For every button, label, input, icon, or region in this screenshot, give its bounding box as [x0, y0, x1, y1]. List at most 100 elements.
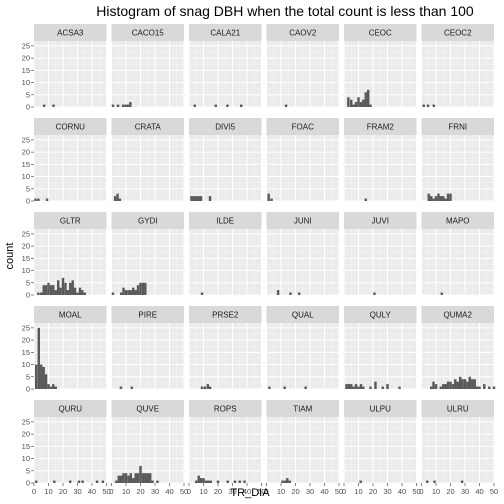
facet-strip-label: QULY [370, 311, 392, 320]
histogram-bar [40, 364, 43, 389]
histogram-bar [434, 384, 438, 389]
x-tick-label: 30 [228, 487, 236, 496]
y-tick-label: 5 [26, 184, 30, 193]
histogram-bar [243, 480, 246, 483]
y-tick-label: 0 [26, 103, 30, 112]
histogram-bar [471, 379, 474, 389]
histogram-bar [54, 290, 57, 295]
facet-strip [34, 306, 107, 323]
x-tick-label: 0 [187, 487, 191, 496]
histogram-bar [374, 381, 377, 389]
histogram-bar [444, 198, 447, 201]
facet-panel-crata: CRATA [111, 118, 185, 202]
histogram-bar [289, 292, 292, 295]
facet-strip-label: ILDE [216, 217, 234, 226]
facet-panel-ilde: ILDE [188, 212, 262, 296]
facet-strip [189, 24, 262, 41]
histogram-bar [364, 92, 367, 107]
histogram-bar [144, 282, 147, 295]
histogram-bar [66, 290, 69, 295]
histogram-bar [451, 384, 455, 389]
x-tick-label: 40 [88, 487, 96, 496]
histogram-bar [454, 379, 457, 389]
histogram-bar [193, 104, 197, 107]
histogram-bar [267, 193, 270, 201]
histogram-bar [449, 381, 452, 389]
histogram-bar [78, 287, 82, 295]
y-tick-label: 0 [26, 291, 30, 300]
histogram-bar [44, 374, 48, 389]
y-tick-label: 15 [22, 348, 30, 357]
facet-panel-cala21: CALA21 [188, 24, 262, 108]
histogram-bar [34, 364, 38, 389]
histogram-bar [281, 480, 284, 483]
histogram-bar [440, 292, 444, 295]
facet-panel-qual: QUAL [266, 306, 340, 390]
chart-title: Histogram of snag DBH when the total cou… [96, 3, 474, 19]
histogram-bar [42, 285, 45, 295]
facet-grid: ACSA3 0 5 10 15 20 25 CACO15 CALA21 CAOV2 CEOC CEOC… [22, 24, 498, 496]
facet-strip-label: ULPU [370, 405, 392, 414]
y-tick-label: 10 [22, 454, 30, 463]
histogram-bar [71, 280, 74, 295]
x-tick-label: 40 [398, 487, 406, 496]
histogram-bar [49, 386, 53, 389]
y-tick-label: 0 [26, 197, 30, 206]
histogram-bar [199, 196, 203, 201]
facet-strip-label: CEOC2 [444, 29, 472, 38]
histogram-bar [386, 384, 389, 389]
facet-panel-juni: JUNI [266, 212, 340, 296]
x-tick-label: 0 [109, 487, 113, 496]
histogram-bar [426, 480, 429, 483]
histogram-bar [466, 381, 469, 389]
x-tick-label: 20 [369, 487, 377, 496]
histogram-bar [120, 292, 123, 295]
facet-strip-label: MAPO [446, 217, 470, 226]
y-tick-label: 5 [26, 278, 30, 287]
y-tick-label: 10 [22, 78, 30, 87]
x-tick-label: 30 [461, 487, 469, 496]
histogram-bar [381, 386, 384, 389]
histogram-bar [354, 102, 358, 107]
facet-strip-label: QURU [58, 405, 82, 414]
histogram-bar [37, 292, 40, 295]
x-tick-label: 30 [306, 487, 314, 496]
facet-strip [421, 306, 494, 323]
y-tick-label: 25 [22, 135, 30, 144]
facet-panel-cornu: CORNU 0 5 10 15 20 25 [22, 118, 107, 206]
histogram-bar [42, 104, 46, 107]
facet-strip-label: TIAM [293, 405, 312, 414]
histogram-bar [132, 287, 135, 295]
x-tick-label: 0 [32, 487, 36, 496]
facet-panel-rops: ROPS 0 10 20 30 40 50 [187, 400, 266, 496]
histogram-bar [208, 196, 212, 201]
facet-strip-label: JUNI [294, 217, 312, 226]
histogram-bar [42, 367, 45, 389]
histogram-bar [398, 386, 401, 389]
histogram-bar [373, 292, 376, 295]
x-tick-label: 0 [419, 487, 423, 496]
histogram-bar [69, 282, 72, 295]
histogram-bar [208, 386, 212, 389]
x-tick-label: 40 [320, 487, 328, 496]
histogram-bar [124, 104, 127, 107]
histogram-bar [149, 473, 152, 483]
y-tick-label: 5 [26, 466, 30, 475]
histogram-bar [226, 104, 229, 107]
histogram-bar [352, 386, 355, 389]
facet-strip-label: MOAL [59, 311, 82, 320]
histogram-bar [233, 480, 237, 483]
facet-strip-label: QUAL [292, 311, 314, 320]
facet-strip-label: PIRE [138, 311, 157, 320]
facet-panel-mapo: MAPO [421, 212, 495, 296]
y-tick-label: 20 [22, 430, 30, 439]
y-tick-label: 0 [26, 385, 30, 394]
facet-panel-acsa3: ACSA3 0 5 10 15 20 25 [22, 24, 107, 112]
facet-strip [266, 24, 339, 41]
histogram-bar [151, 480, 154, 483]
y-tick-label: 20 [22, 54, 30, 63]
histogram-bar [284, 104, 288, 107]
histogram-bar [357, 97, 360, 107]
facet-panel-juvi: JUVI [343, 212, 417, 296]
y-tick-label: 5 [26, 372, 30, 381]
